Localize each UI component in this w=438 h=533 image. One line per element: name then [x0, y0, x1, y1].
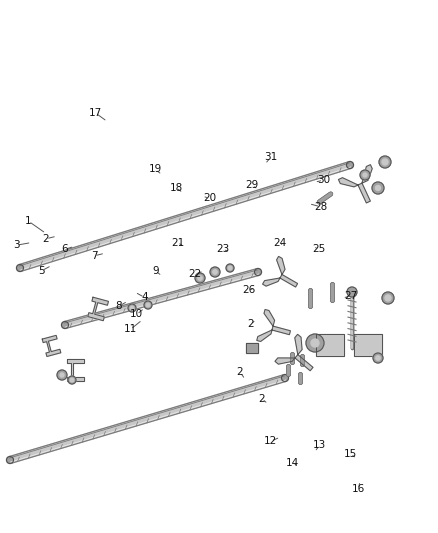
Circle shape — [372, 182, 384, 194]
Text: 25: 25 — [312, 245, 325, 254]
Circle shape — [373, 353, 383, 363]
Text: 14: 14 — [286, 458, 299, 467]
Polygon shape — [354, 334, 382, 356]
Circle shape — [282, 375, 289, 382]
Circle shape — [376, 356, 380, 360]
Circle shape — [306, 334, 324, 352]
Text: 29: 29 — [245, 181, 258, 190]
Circle shape — [311, 339, 319, 347]
Text: 28: 28 — [314, 202, 327, 212]
Polygon shape — [295, 354, 313, 371]
Text: 1: 1 — [25, 216, 32, 226]
Polygon shape — [272, 326, 290, 335]
Circle shape — [68, 376, 76, 384]
Text: 30: 30 — [317, 175, 330, 185]
Text: 31: 31 — [264, 152, 277, 162]
Polygon shape — [295, 334, 302, 354]
Circle shape — [382, 292, 394, 304]
Polygon shape — [246, 343, 258, 353]
Text: 21: 21 — [171, 238, 184, 247]
Text: 9: 9 — [152, 266, 159, 276]
Polygon shape — [42, 335, 61, 357]
Polygon shape — [64, 269, 259, 328]
Circle shape — [60, 373, 64, 377]
Text: 24: 24 — [273, 238, 286, 247]
Text: 12: 12 — [264, 437, 277, 446]
Text: 15: 15 — [344, 449, 357, 459]
Text: 26: 26 — [242, 286, 255, 295]
Text: 22: 22 — [188, 270, 201, 279]
Polygon shape — [9, 375, 286, 463]
Text: 4: 4 — [141, 293, 148, 302]
Text: 17: 17 — [89, 108, 102, 118]
Polygon shape — [275, 358, 295, 364]
Polygon shape — [339, 177, 358, 187]
Text: 18: 18 — [170, 183, 183, 192]
Polygon shape — [316, 334, 344, 356]
Polygon shape — [67, 359, 85, 381]
Text: 19: 19 — [149, 165, 162, 174]
Polygon shape — [358, 183, 371, 203]
Circle shape — [70, 378, 74, 382]
Circle shape — [347, 287, 357, 297]
Circle shape — [254, 269, 261, 276]
Text: 23: 23 — [216, 245, 229, 254]
Circle shape — [144, 301, 152, 309]
Circle shape — [213, 270, 217, 274]
Text: 16: 16 — [352, 484, 365, 494]
Circle shape — [7, 456, 14, 464]
Polygon shape — [362, 165, 372, 183]
Text: 20: 20 — [203, 193, 216, 203]
Circle shape — [61, 321, 68, 328]
Text: 6: 6 — [61, 245, 68, 254]
Text: 11: 11 — [124, 325, 137, 334]
Text: 10: 10 — [130, 310, 143, 319]
Circle shape — [146, 303, 150, 307]
Polygon shape — [19, 161, 351, 271]
Text: 2: 2 — [237, 367, 244, 377]
Text: 27: 27 — [344, 291, 357, 301]
Polygon shape — [264, 310, 275, 326]
Circle shape — [226, 264, 234, 272]
Circle shape — [130, 306, 134, 310]
Text: 2: 2 — [258, 394, 265, 403]
Polygon shape — [277, 256, 285, 274]
Polygon shape — [263, 278, 280, 286]
Circle shape — [382, 159, 388, 165]
Text: 5: 5 — [38, 266, 45, 276]
Circle shape — [228, 266, 232, 270]
Polygon shape — [280, 274, 297, 287]
Circle shape — [210, 267, 220, 277]
Polygon shape — [88, 297, 109, 321]
Circle shape — [375, 185, 381, 190]
Circle shape — [57, 370, 67, 380]
Circle shape — [17, 264, 24, 271]
Circle shape — [198, 276, 202, 280]
Text: 3: 3 — [13, 240, 20, 250]
Text: 8: 8 — [115, 302, 122, 311]
Polygon shape — [257, 330, 272, 342]
Circle shape — [385, 295, 391, 301]
Circle shape — [195, 273, 205, 283]
Circle shape — [360, 170, 370, 180]
Circle shape — [379, 156, 391, 168]
Circle shape — [128, 304, 136, 312]
Circle shape — [363, 173, 367, 177]
Text: 13: 13 — [313, 440, 326, 450]
Text: 2: 2 — [42, 234, 49, 244]
Text: 2: 2 — [247, 319, 254, 329]
Circle shape — [346, 161, 353, 168]
Text: 7: 7 — [91, 251, 98, 261]
